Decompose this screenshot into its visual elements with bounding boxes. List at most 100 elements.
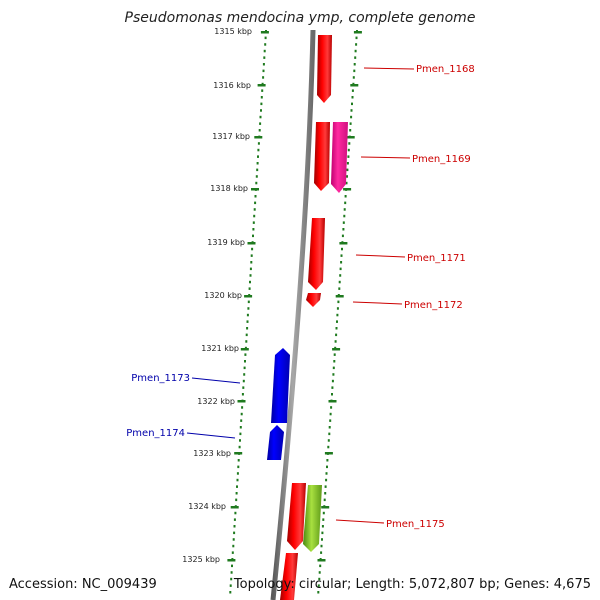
gene-arrow-pmen-1170[interactable] (331, 122, 348, 193)
tick-mark (262, 69, 265, 73)
kbp-major-tick (343, 188, 352, 191)
topology-text: Topology: circular; Length: 5,072,807 bp… (233, 577, 591, 592)
kbp-major-tick (247, 242, 256, 245)
kbp-major-tick (230, 506, 239, 509)
tick-mark (263, 49, 266, 53)
tick-mark (320, 551, 323, 554)
forward-gene-labels: Pmen_1168 Pmen_1169 Pmen_1171 Pmen_1172 … (335, 64, 475, 530)
tick-mark (321, 525, 324, 528)
gene-arrow-pmen-1169[interactable] (314, 122, 330, 191)
kbp-label: 1322 kbp (197, 397, 235, 406)
tick-mark (264, 36, 267, 40)
gene-label-pmen-1172[interactable]: Pmen_1172 (404, 300, 463, 311)
kbp-major-tick (350, 84, 359, 87)
tick-mark (236, 485, 238, 488)
gene-label-pmen-1174[interactable]: Pmen_1174 (126, 428, 185, 439)
tick-mark (320, 544, 323, 548)
tick-mark (260, 109, 262, 112)
leader-line (186, 432, 236, 439)
tick-mark (338, 280, 341, 284)
gene-label-pmen-1175[interactable]: Pmen_1175 (386, 519, 445, 530)
tick-mark (229, 591, 232, 594)
gene-label-pmen-1168[interactable]: Pmen_1168 (416, 64, 475, 75)
tick-mark (239, 426, 242, 429)
kbp-label: 1316 kbp (213, 81, 251, 90)
tick-mark (255, 175, 258, 178)
kbp-major-tick (260, 31, 269, 34)
tick-mark (233, 531, 236, 535)
tick-mark (333, 360, 336, 363)
tick-mark (256, 168, 259, 172)
gene-arrow-pmen-1168[interactable] (317, 35, 332, 103)
tick-mark (239, 439, 241, 442)
kbp-major-tick (227, 559, 236, 562)
tick-mark (342, 228, 345, 231)
tick-mark (260, 102, 263, 106)
tick-mark (344, 201, 347, 205)
tick-mark (349, 129, 352, 132)
tick-mark (260, 96, 263, 99)
tick-mark (351, 102, 353, 106)
gene-arrow-pmen-1171[interactable] (308, 218, 325, 290)
tick-mark (328, 432, 331, 436)
tick-mark (230, 571, 233, 574)
gene-label-pmen-1173[interactable]: Pmen_1173 (131, 373, 190, 384)
kbp-label: 1317 kbp (212, 132, 250, 141)
gene-arrow-pmen-1174[interactable] (267, 425, 284, 460)
gene-arrow-pmen-1175[interactable] (287, 483, 306, 550)
tick-mark (347, 155, 350, 158)
tick-mark (262, 76, 265, 79)
tick-mark (319, 564, 322, 568)
gene-arrow-partial[interactable] (280, 553, 298, 600)
tick-mark (245, 333, 248, 337)
tick-mark (332, 366, 335, 370)
tick-mark (343, 214, 346, 218)
tick-mark (257, 148, 260, 152)
tick-mark (242, 379, 245, 383)
tick-mark (321, 531, 324, 535)
tick-mark (339, 274, 342, 277)
tick-mark (252, 228, 255, 231)
tick-mark (330, 406, 333, 409)
reverse-gene-labels: Pmen_1173 Pmen_1174 (126, 373, 241, 439)
kbp-major-tick (251, 188, 259, 191)
inner-tick-track (227, 30, 269, 594)
tick-mark (345, 181, 348, 185)
gene-label-pmen-1169[interactable]: Pmen_1169 (412, 154, 471, 165)
tick-mark (257, 155, 259, 158)
outer-tick-track (317, 30, 362, 594)
tick-mark (332, 373, 335, 376)
gene-arrow-pmen-1172[interactable] (306, 293, 321, 307)
gene-arrow-pmen-1173[interactable] (271, 348, 290, 423)
tick-mark (258, 129, 261, 132)
tick-mark (350, 115, 353, 119)
tick-mark (256, 162, 259, 165)
kbp-major-tick (324, 452, 333, 455)
tick-mark (329, 419, 332, 422)
tick-mark (327, 445, 330, 449)
tick-mark (344, 195, 347, 198)
tick-mark (318, 577, 321, 581)
kbp-major-tick (353, 31, 362, 34)
tick-mark (244, 360, 246, 363)
tick-mark (246, 313, 249, 317)
tick-mark (326, 465, 328, 469)
tick-mark (343, 208, 346, 211)
kbp-label-group: 1315 kbp 1316 kbp 1317 kbp 1318 kbp 1319… (182, 27, 252, 564)
kbp-label: 1325 kbp (182, 555, 220, 564)
gene-arrow-pmen-1176[interactable] (303, 485, 322, 552)
tick-mark (232, 538, 235, 541)
tick-mark (240, 419, 243, 422)
tick-mark (232, 544, 235, 548)
tick-mark (325, 478, 328, 482)
leader-line (363, 67, 415, 70)
tick-mark (249, 267, 252, 271)
tick-mark (340, 261, 343, 264)
tick-mark (252, 221, 255, 224)
tick-mark (331, 393, 333, 396)
tick-mark (246, 327, 249, 330)
kbp-major-tick (237, 400, 246, 403)
gene-label-pmen-1171[interactable]: Pmen_1171 (407, 253, 466, 264)
tick-mark (324, 492, 327, 495)
